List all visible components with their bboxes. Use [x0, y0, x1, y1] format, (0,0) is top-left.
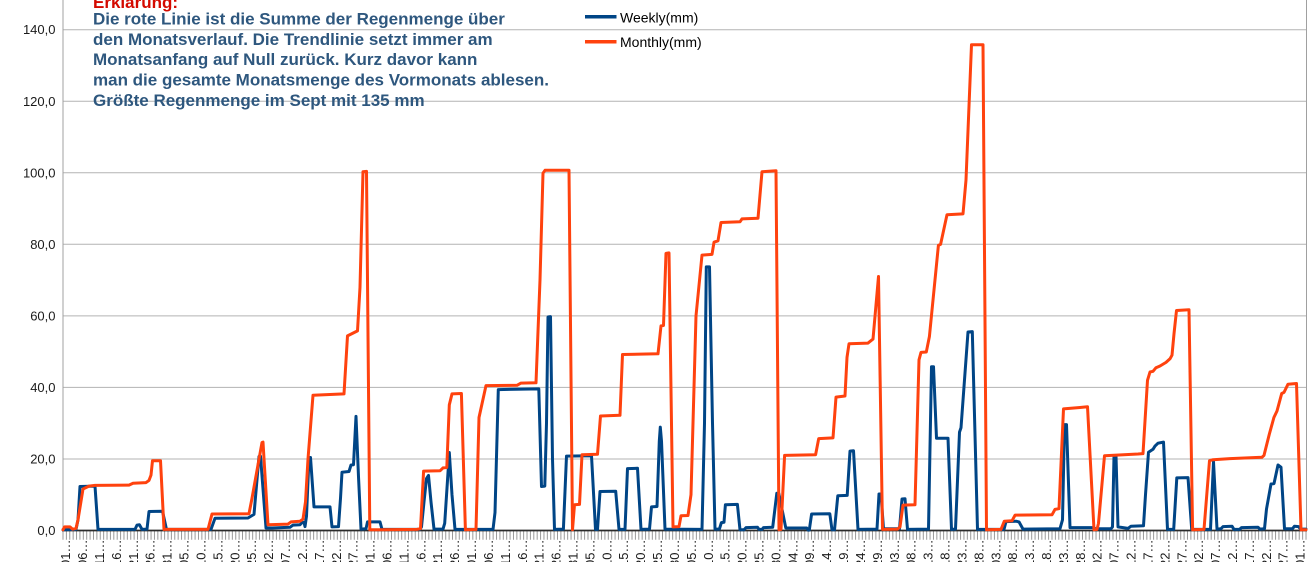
svg-text:12…: 12…	[1225, 540, 1240, 563]
svg-text:25…: 25…	[244, 540, 259, 563]
svg-text:Größte Regenmenge im Sept mit: Größte Regenmenge im Sept mit 135 mm	[93, 91, 425, 110]
svg-text:25…: 25…	[752, 540, 767, 563]
svg-text:140,0: 140,0	[23, 22, 56, 37]
svg-text:80,0: 80,0	[30, 237, 55, 252]
svg-text:120,0: 120,0	[23, 94, 56, 109]
svg-text:02…: 02…	[1191, 540, 1206, 563]
svg-text:30…: 30…	[667, 540, 682, 563]
svg-text:20…: 20…	[735, 540, 750, 563]
svg-text:den Monatsverlauf. Die Trendli: den Monatsverlauf. Die Trendlinie setzt …	[93, 30, 493, 49]
svg-text:16…: 16…	[515, 540, 530, 563]
svg-text:07…: 07…	[278, 540, 293, 563]
svg-text:26…: 26…	[143, 540, 158, 563]
svg-text:27…: 27…	[1276, 540, 1291, 563]
svg-text:06…: 06…	[380, 540, 395, 563]
svg-text:17…: 17…	[312, 540, 327, 563]
svg-text:26…: 26…	[447, 540, 462, 563]
svg-text:60,0: 60,0	[30, 308, 55, 323]
svg-text:22…: 22…	[329, 540, 344, 563]
svg-text:17…: 17…	[1140, 540, 1155, 563]
svg-text:02…: 02…	[261, 540, 276, 563]
svg-text:06…: 06…	[75, 540, 90, 563]
svg-text:05…: 05…	[684, 540, 699, 563]
svg-text:26…: 26…	[549, 540, 564, 563]
svg-text:27…: 27…	[1174, 540, 1189, 563]
svg-text:15…: 15…	[616, 540, 631, 563]
svg-text:01…: 01…	[1293, 540, 1308, 563]
svg-text:18…: 18…	[938, 540, 953, 563]
svg-text:13…: 13…	[1022, 540, 1037, 563]
svg-text:man die gesamte Monatsmenge de: man die gesamte Monatsmenge des Vormonat…	[93, 71, 549, 90]
svg-text:14…: 14…	[819, 540, 834, 563]
svg-text:19…: 19…	[836, 540, 851, 563]
svg-text:22…: 22…	[1157, 540, 1172, 563]
svg-text:28…: 28…	[1073, 540, 1088, 563]
svg-text:01…: 01…	[58, 540, 73, 563]
svg-text:07…: 07…	[1208, 540, 1223, 563]
svg-text:18…: 18…	[1039, 540, 1054, 563]
svg-text:10…: 10…	[701, 540, 716, 563]
svg-text:25…: 25…	[650, 540, 665, 563]
svg-text:06…: 06…	[481, 540, 496, 563]
svg-text:03…: 03…	[887, 540, 902, 563]
svg-text:30…: 30…	[768, 540, 783, 563]
svg-text:16…: 16…	[109, 540, 124, 563]
svg-text:15…: 15…	[718, 540, 733, 563]
svg-text:22…: 22…	[1259, 540, 1274, 563]
svg-text:20…: 20…	[227, 540, 242, 563]
svg-text:31…: 31…	[566, 540, 581, 563]
svg-text:23…: 23…	[1056, 540, 1071, 563]
svg-text:21…: 21…	[532, 540, 547, 563]
svg-text:17…: 17…	[1242, 540, 1257, 563]
svg-text:11…: 11…	[498, 540, 513, 563]
svg-text:20…: 20…	[633, 540, 648, 563]
svg-text:27…: 27…	[346, 540, 361, 563]
svg-text:07…: 07…	[1107, 540, 1122, 563]
svg-text:Die rote Linie ist die Summe d: Die rote Linie ist die Summe der Regenme…	[93, 10, 505, 29]
svg-text:Monthly(mm): Monthly(mm)	[620, 34, 702, 50]
svg-text:02…: 02…	[1090, 540, 1105, 563]
svg-text:03…: 03…	[988, 540, 1003, 563]
svg-text:04…: 04…	[785, 540, 800, 563]
svg-text:01…: 01…	[363, 540, 378, 563]
svg-text:20,0: 20,0	[30, 452, 55, 467]
svg-text:10…: 10…	[599, 540, 614, 563]
svg-text:01…: 01…	[464, 540, 479, 563]
svg-text:28…: 28…	[971, 540, 986, 563]
svg-text:100,0: 100,0	[23, 165, 56, 180]
svg-text:Monatsanfang auf Null zurück.: Monatsanfang auf Null zurück. Kurz davor…	[93, 50, 477, 69]
svg-text:09…: 09…	[802, 540, 817, 563]
svg-text:12…: 12…	[1124, 540, 1139, 563]
svg-text:0,0: 0,0	[37, 523, 55, 538]
svg-text:24…: 24…	[853, 540, 868, 563]
svg-text:Erklärung:: Erklärung:	[93, 0, 178, 12]
svg-text:11…: 11…	[92, 540, 107, 563]
svg-text:16…: 16…	[413, 540, 428, 563]
svg-text:10…: 10…	[194, 540, 209, 563]
svg-text:Weekly(mm): Weekly(mm)	[620, 9, 698, 25]
svg-text:21…: 21…	[430, 540, 445, 563]
svg-text:12…: 12…	[295, 540, 310, 563]
svg-text:11…: 11…	[396, 540, 411, 563]
svg-text:21…: 21…	[126, 540, 141, 563]
svg-text:05…: 05…	[582, 540, 597, 563]
svg-text:23…: 23…	[954, 540, 969, 563]
svg-text:08…: 08…	[1005, 540, 1020, 563]
svg-text:40,0: 40,0	[30, 380, 55, 395]
svg-text:05…: 05…	[177, 540, 192, 563]
svg-text:15…: 15…	[210, 540, 225, 563]
svg-text:13…: 13…	[921, 540, 936, 563]
svg-text:31…: 31…	[160, 540, 175, 563]
svg-text:08…: 08…	[904, 540, 919, 563]
svg-text:29…: 29…	[870, 540, 885, 563]
